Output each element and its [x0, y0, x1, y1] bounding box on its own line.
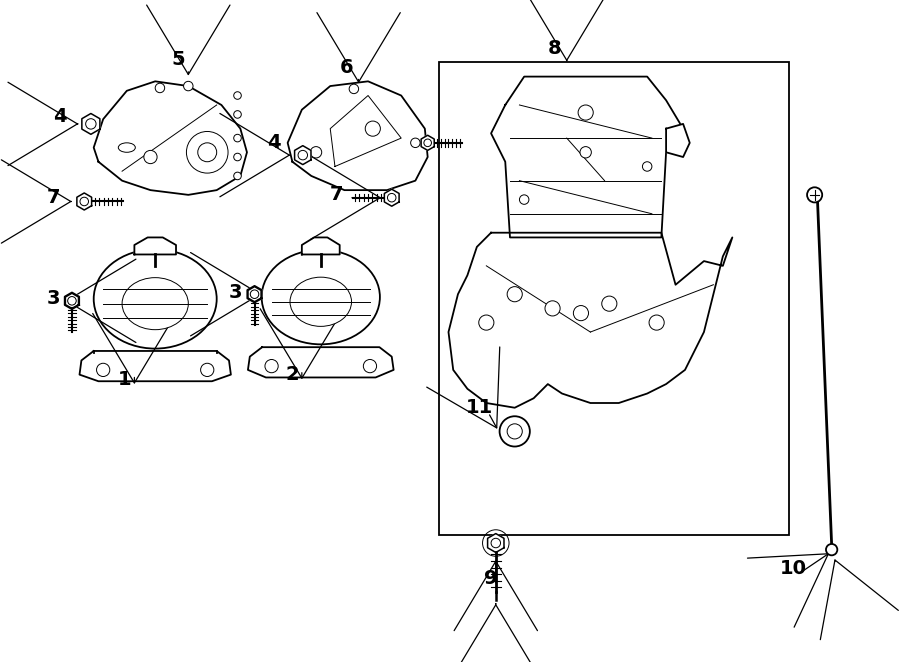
Circle shape — [424, 139, 431, 146]
Circle shape — [388, 193, 396, 202]
Polygon shape — [491, 77, 683, 238]
Circle shape — [500, 416, 530, 447]
Polygon shape — [488, 534, 504, 553]
Text: 4: 4 — [266, 133, 281, 152]
Bar — [439, 62, 789, 536]
Circle shape — [349, 84, 358, 93]
Circle shape — [573, 306, 589, 320]
Circle shape — [198, 143, 217, 162]
Polygon shape — [384, 189, 399, 207]
Ellipse shape — [290, 277, 352, 326]
Circle shape — [96, 363, 110, 377]
Circle shape — [545, 301, 560, 316]
Circle shape — [479, 315, 494, 330]
Polygon shape — [248, 287, 261, 302]
Text: 10: 10 — [779, 559, 806, 578]
Polygon shape — [448, 233, 733, 408]
Circle shape — [250, 290, 259, 299]
Polygon shape — [288, 81, 428, 190]
Text: 1: 1 — [117, 370, 131, 389]
Text: 6: 6 — [339, 58, 354, 77]
Circle shape — [298, 150, 308, 160]
Circle shape — [155, 83, 165, 93]
Polygon shape — [76, 193, 92, 210]
Ellipse shape — [262, 250, 380, 344]
Ellipse shape — [122, 277, 188, 330]
Text: 5: 5 — [171, 50, 184, 69]
Circle shape — [80, 197, 88, 206]
Ellipse shape — [94, 250, 217, 349]
Circle shape — [184, 81, 193, 91]
Circle shape — [649, 315, 664, 330]
Polygon shape — [82, 113, 100, 134]
Circle shape — [519, 195, 529, 205]
Polygon shape — [65, 293, 79, 309]
Circle shape — [643, 162, 652, 171]
Polygon shape — [79, 351, 231, 381]
Circle shape — [251, 291, 258, 298]
Circle shape — [507, 287, 522, 302]
Text: 7: 7 — [330, 185, 344, 205]
Circle shape — [602, 296, 616, 311]
Polygon shape — [302, 238, 339, 254]
Circle shape — [86, 118, 96, 129]
Circle shape — [234, 92, 241, 99]
Circle shape — [201, 363, 214, 377]
Polygon shape — [134, 238, 176, 254]
Polygon shape — [248, 286, 262, 303]
Circle shape — [234, 172, 241, 179]
Text: 7: 7 — [47, 188, 60, 207]
Circle shape — [578, 105, 593, 120]
Circle shape — [68, 297, 76, 305]
Polygon shape — [66, 293, 78, 308]
Text: 9: 9 — [484, 569, 498, 588]
Text: 11: 11 — [465, 399, 493, 417]
Text: 8: 8 — [548, 38, 562, 58]
Circle shape — [68, 297, 76, 305]
Polygon shape — [94, 81, 247, 195]
Text: 3: 3 — [229, 283, 242, 302]
Circle shape — [234, 153, 241, 161]
Polygon shape — [666, 124, 689, 157]
Circle shape — [186, 132, 228, 173]
Circle shape — [807, 187, 823, 203]
Polygon shape — [294, 146, 311, 165]
Circle shape — [580, 146, 591, 158]
Circle shape — [364, 359, 376, 373]
Circle shape — [265, 359, 278, 373]
Polygon shape — [248, 347, 393, 377]
Circle shape — [234, 134, 241, 142]
Circle shape — [491, 538, 500, 547]
Text: 4: 4 — [53, 107, 67, 126]
Polygon shape — [421, 135, 434, 150]
Circle shape — [144, 150, 158, 164]
Circle shape — [310, 146, 321, 158]
Ellipse shape — [118, 143, 135, 152]
Text: 2: 2 — [286, 365, 300, 384]
Text: 3: 3 — [47, 289, 60, 308]
Circle shape — [365, 121, 381, 136]
Circle shape — [826, 544, 837, 555]
Circle shape — [234, 111, 241, 118]
Circle shape — [410, 138, 420, 148]
Circle shape — [507, 424, 522, 439]
